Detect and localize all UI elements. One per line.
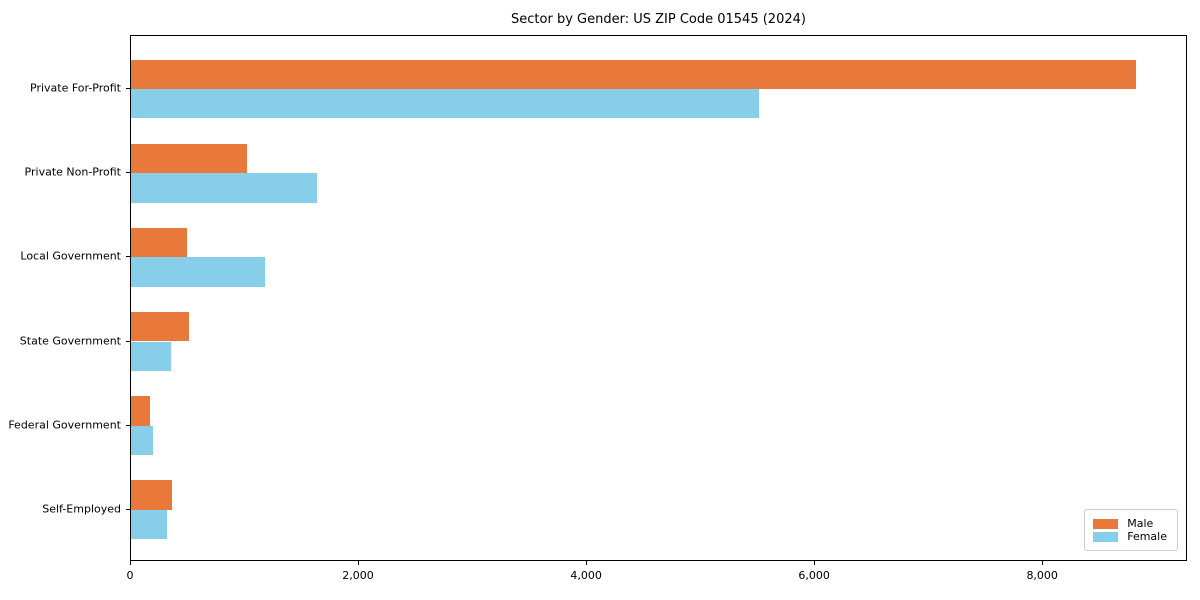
legend-label-female: Female [1127, 530, 1167, 543]
x-tick-mark [358, 561, 360, 565]
bar-male-6 [131, 480, 173, 510]
x-tick-label: 2,000 [342, 569, 374, 582]
legend: Male Female [1084, 509, 1178, 551]
x-tick-label: 8,000 [1026, 569, 1058, 582]
legend-item-male: Male [1093, 517, 1167, 530]
bar-female-2 [131, 173, 317, 203]
y-tick-label: Federal Government [8, 418, 121, 432]
y-tick-mark [126, 508, 130, 510]
x-tick-label: 4,000 [570, 569, 602, 582]
y-tick-label: Self-Employed [42, 502, 121, 516]
bar-male-2 [131, 143, 248, 174]
plot-area: Male Female [130, 35, 1187, 561]
legend-item-female: Female [1093, 530, 1167, 543]
y-tick-mark [126, 424, 130, 426]
legend-swatch-male [1093, 518, 1119, 529]
bar-male-1 [131, 59, 1136, 90]
y-tick-label: State Government [19, 334, 121, 347]
bar-female-6 [131, 509, 168, 540]
bar-female-5 [131, 425, 154, 456]
y-tick-label: Local Government [20, 249, 121, 263]
x-tick-mark [814, 561, 816, 565]
legend-swatch-female [1093, 531, 1119, 542]
legend-items: Male Female [1093, 517, 1167, 543]
bar-male-3 [131, 227, 188, 258]
x-tick-label: 0 [126, 569, 134, 582]
y-tick-label: Private For-Profit [30, 81, 121, 95]
x-tick-mark [130, 561, 131, 565]
chart-title: Sector by Gender: US ZIP Code 01545 (202… [511, 12, 806, 27]
y-tick-mark [126, 88, 130, 90]
x-tick-mark [586, 561, 588, 565]
bar-male-4 [131, 312, 190, 342]
legend-label-male: Male [1127, 517, 1154, 530]
bar-male-5 [131, 396, 151, 426]
x-tick-mark [1042, 561, 1044, 565]
bar-female-1 [131, 89, 760, 119]
y-tick-mark [126, 172, 130, 174]
y-tick-mark [126, 256, 130, 258]
y-tick-label: Private Non-Profit [24, 165, 121, 179]
bar-female-4 [131, 341, 172, 371]
x-tick-label: 6,000 [798, 569, 830, 582]
bar-female-3 [131, 257, 265, 287]
y-tick-mark [126, 340, 130, 342]
